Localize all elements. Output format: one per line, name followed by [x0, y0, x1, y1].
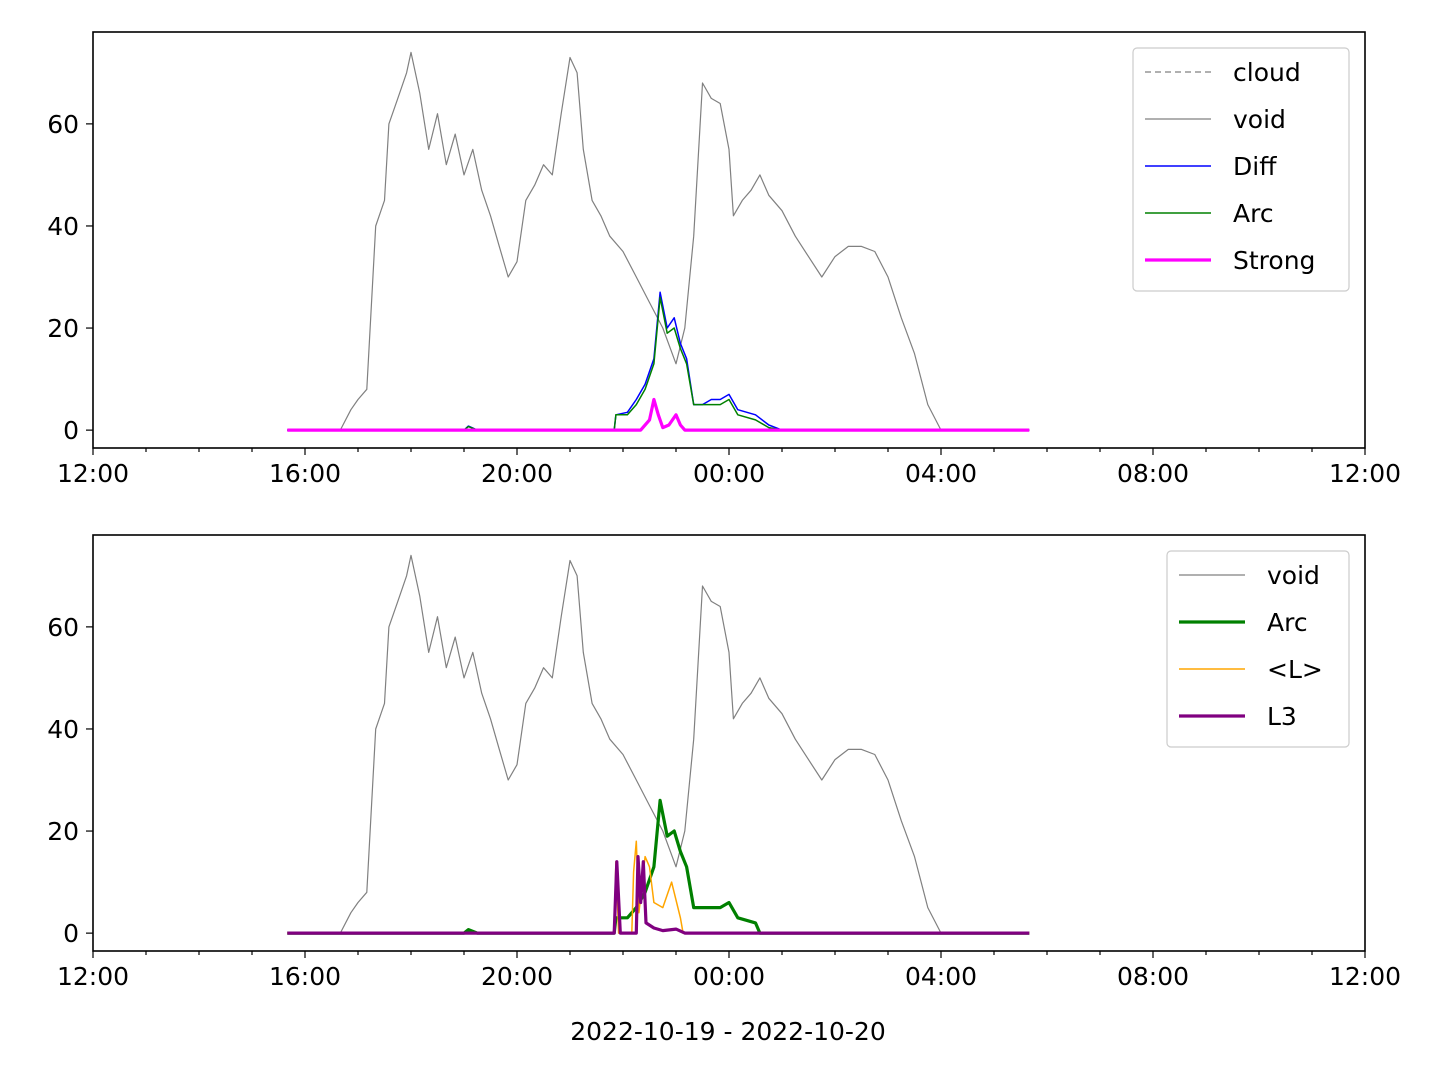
bottom-legend-label-arc: Arc: [1267, 608, 1308, 637]
top-y-tick-label: 60: [47, 110, 79, 139]
top-series-void-line: [287, 51, 1030, 431]
bottom-y-tick-label: 20: [47, 817, 79, 846]
bottom-x-tick-label: 12:00: [57, 962, 129, 991]
top-legend-label-arc: Arc: [1233, 199, 1274, 228]
bottom-x-tick-label: 04:00: [905, 962, 977, 991]
bottom-x-tick-label: 16:00: [269, 962, 341, 991]
bottom-series-l3-line: [287, 855, 1030, 935]
top-plot-area: [287, 51, 1030, 432]
top-legend-label-strong: Strong: [1233, 246, 1315, 275]
bottom-plot-area: [287, 554, 1030, 935]
bottom-legend-label-l3: L3: [1267, 702, 1297, 731]
bottom-series-void-line: [287, 554, 1030, 934]
bottom-legend-box: [1166, 550, 1350, 748]
bottom-x-tick-label: 00:00: [693, 962, 765, 991]
top-x-tick-label: 04:00: [905, 459, 977, 488]
bottom-x-tick-label: 20:00: [481, 962, 553, 991]
top-legend: cloud void Diff Arc Strong: [1132, 47, 1350, 292]
bottom-y-tick-label: 0: [63, 919, 79, 948]
top-legend-label-cloud: cloud: [1233, 58, 1301, 87]
top-y-tick-label: 20: [47, 314, 79, 343]
bottom-x-tick-label: 08:00: [1117, 962, 1189, 991]
top-series-strong-line: [287, 397, 1030, 432]
top-legend-label-diff: Diff: [1233, 152, 1277, 181]
top-x-tick-label: 20:00: [481, 459, 553, 488]
top-y-tick-label: 0: [63, 416, 79, 445]
top-x-tick-label: 12:00: [57, 459, 129, 488]
bottom-legend-label-l: <L>: [1267, 655, 1323, 684]
top-y-tick-label: 40: [47, 212, 79, 241]
top-x-tick-label: 00:00: [693, 459, 765, 488]
bottom-legend-label-void: void: [1267, 561, 1320, 590]
top-x-tick-label: 16:00: [269, 459, 341, 488]
bottom-y-tick-label: 60: [47, 613, 79, 642]
bottom-x-tick-label: 12:00: [1329, 962, 1401, 991]
top-legend-label-void: void: [1233, 105, 1286, 134]
bottom-y-tick-label: 40: [47, 715, 79, 744]
x-axis-label: 2022-10-19 - 2022-10-20: [570, 1017, 886, 1046]
top-x-tick-label: 12:00: [1329, 459, 1401, 488]
top-x-tick-label: 08:00: [1117, 459, 1189, 488]
top-legend-box: [1132, 47, 1350, 292]
bottom-chart-panel: 12:00 16:00 20:00 00:00 04:00 08:00 12:00 0 20 40…: [47, 534, 1401, 991]
bottom-legend: void Arc <L> L3: [1166, 550, 1350, 748]
top-chart-panel: 12:00 16:00 20:00 00:00 04:00 08:00 12:00 0 20 40…: [47, 31, 1401, 488]
